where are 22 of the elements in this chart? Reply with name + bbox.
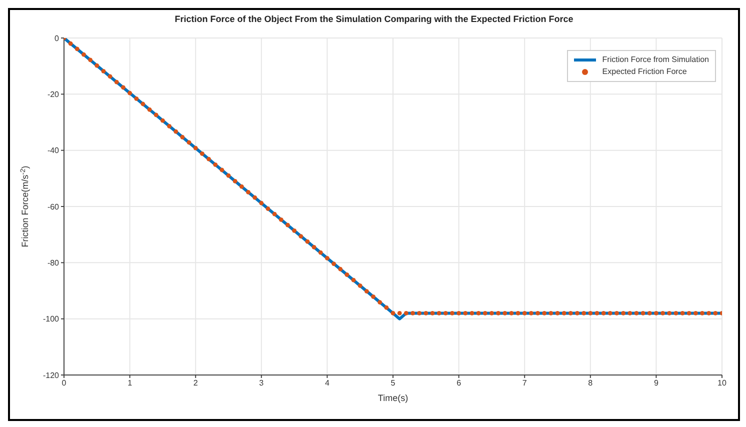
x-tick-label: 7 (522, 378, 528, 388)
y-tick-label: 0 (54, 34, 60, 43)
x-tick-label: 3 (259, 378, 264, 388)
x-tick-label: 5 (390, 378, 396, 388)
x-tick-label: 1 (128, 378, 133, 388)
y-tick-label: -20 (47, 90, 60, 100)
x-axis-title: Time(s) (378, 393, 408, 403)
x-tick-label: 4 (324, 378, 330, 388)
x-tick-label: 2 (193, 378, 198, 388)
x-tick-label: 9 (654, 378, 659, 388)
x-tick-label: 0 (62, 378, 67, 388)
y-tick-label: -40 (47, 146, 60, 156)
legend-label: Friction Force from Simulation (602, 54, 709, 66)
y-tick-label: -80 (47, 258, 60, 268)
x-tick-label: 6 (456, 378, 462, 388)
y-tick-label: -120 (42, 370, 60, 380)
legend-label: Expected Friction Force (602, 66, 687, 78)
y-tick-label: -100 (42, 314, 60, 324)
chart-title: Friction Force of the Object From the Simulation Comparing with the Expected Friction Force (174, 14, 574, 24)
x-tick-label: 8 (588, 378, 594, 388)
x-tick-label: 10 (718, 378, 727, 388)
y-tick-label: -60 (47, 202, 60, 212)
